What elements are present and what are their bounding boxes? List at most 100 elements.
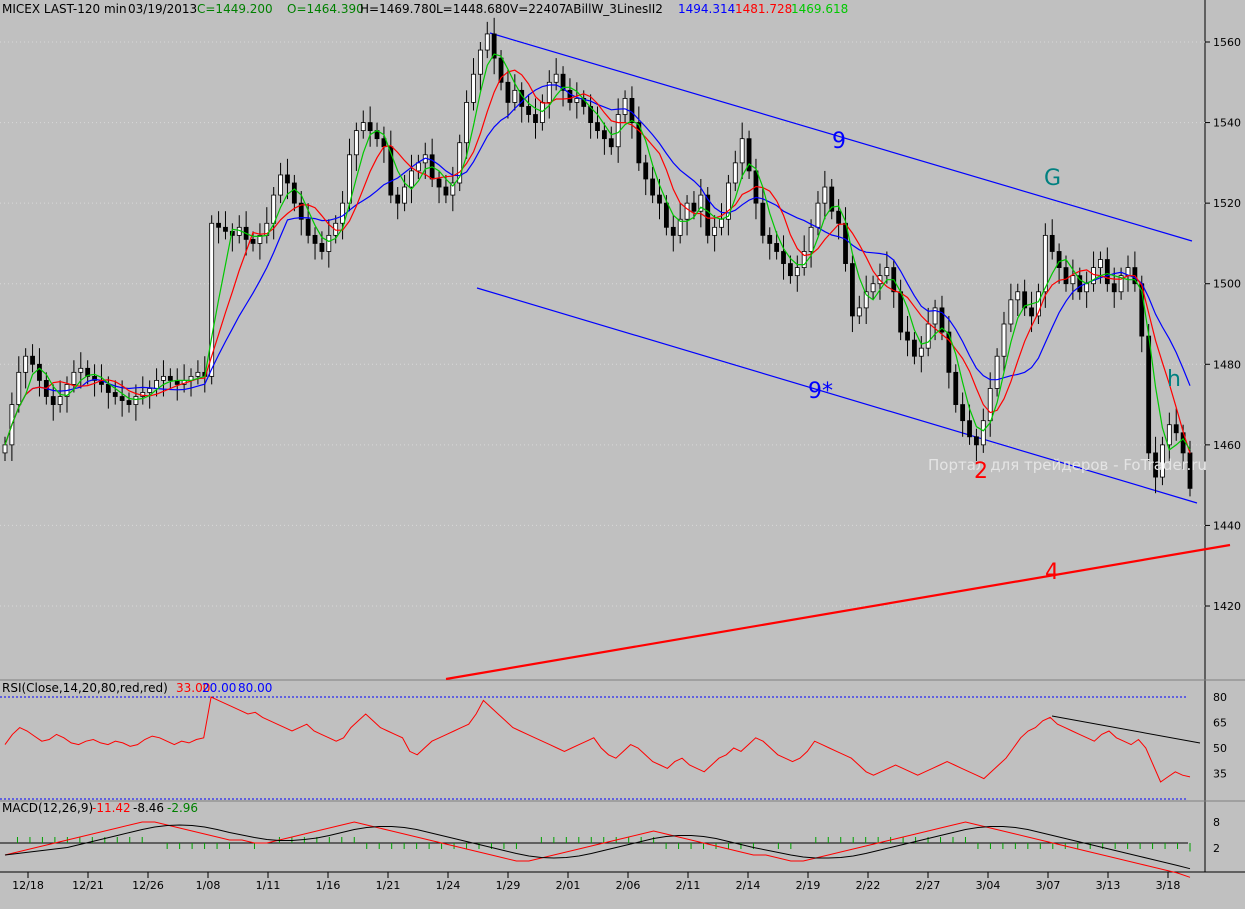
date-tick-labels: 12/18 12/21 12/26 1/08 1/11 1/16 1/21 1/24 1/29 2… <box>12 872 1180 892</box>
candle-body <box>898 291 904 333</box>
price-tick-labels: 1420 1440 1460 1480 1500 1520 1540 1560 <box>1205 36 1241 613</box>
date-tick-label: 1/08 <box>196 879 221 892</box>
candle-body <box>939 307 945 333</box>
candle-body <box>50 396 56 405</box>
macd-series <box>4 821 1191 878</box>
candle-body <box>601 130 607 140</box>
candle-body <box>705 194 711 236</box>
candle-body <box>291 182 297 204</box>
candle-body <box>305 218 311 236</box>
macd-line <box>4 821 1191 878</box>
candle-body <box>1036 291 1041 317</box>
candle-body <box>360 122 366 132</box>
header-symbol: MICEX LAST-120 min <box>2 2 127 16</box>
candle-body <box>340 202 345 224</box>
annotation-9-star: 9* <box>808 379 833 404</box>
candle-body <box>105 384 111 393</box>
moving-averages <box>4 53 1191 454</box>
candle-body <box>285 174 290 184</box>
candle-body <box>608 138 614 148</box>
watermark: Портал для трейдеров - FoTrader.ru <box>928 456 1207 474</box>
candle-body <box>974 436 979 446</box>
candle-body <box>126 400 132 405</box>
candle-body <box>1084 283 1090 293</box>
candle-body <box>588 106 594 123</box>
price-tick-label: 1500 <box>1213 278 1241 291</box>
candle-body <box>870 283 876 293</box>
rsi-trendline <box>1051 715 1201 744</box>
trendline-upper <box>489 32 1193 242</box>
price-tick-label: 1540 <box>1213 117 1241 130</box>
candle-body <box>436 178 442 188</box>
date-tick-label: 1/29 <box>496 879 521 892</box>
candle-body <box>491 33 497 59</box>
candle-body <box>16 371 22 405</box>
price-tick-label: 1560 <box>1213 36 1241 49</box>
candle-body <box>808 226 814 252</box>
candle-body <box>953 371 959 405</box>
candle-body <box>402 186 407 204</box>
candle-body <box>863 291 869 309</box>
candle-body <box>250 238 256 244</box>
candle-body <box>1077 275 1083 293</box>
candle-body <box>1098 259 1103 268</box>
candle-body <box>794 267 800 277</box>
date-tick-label: 12/18 <box>12 879 44 892</box>
candle-body <box>553 73 559 83</box>
rsi-label: RSI(Close,14,20,80,red,red) <box>2 681 168 695</box>
candle-body <box>457 142 463 184</box>
rsi-tick-label: 35 <box>1213 768 1227 781</box>
candle-body <box>1153 452 1158 478</box>
candle-body <box>533 114 538 123</box>
candle-body <box>471 73 476 103</box>
candle-body <box>1111 283 1117 293</box>
rsi-high: 80.00 <box>238 681 272 695</box>
candle-body <box>994 355 1000 389</box>
candle-body <box>154 379 159 389</box>
candles <box>2 17 1193 497</box>
candle-body <box>560 73 566 91</box>
rsi-value: 33.00 <box>176 681 210 695</box>
trendline-lower <box>476 287 1198 504</box>
candle-body <box>1104 259 1110 285</box>
header-low: L=1448.680 <box>436 2 510 16</box>
candle-body <box>925 323 931 349</box>
price-tick-label: 1440 <box>1213 519 1241 532</box>
candle-body <box>781 251 786 264</box>
candle-body <box>663 202 669 228</box>
candle-body <box>677 218 683 236</box>
candle-body <box>1015 291 1021 301</box>
date-tick-label: 2/27 <box>916 879 941 892</box>
macd-signal-line <box>4 824 1191 870</box>
candle-body <box>815 202 821 228</box>
candle-body <box>409 170 414 188</box>
candle-body <box>415 162 421 172</box>
candle-body <box>1118 275 1124 293</box>
ma-red-line <box>4 69 1191 454</box>
candle-body <box>629 98 635 123</box>
macd-label: MACD(12,26,9) <box>2 801 93 815</box>
candle-body <box>395 194 401 204</box>
macd-tick-label: 8 <box>1213 816 1220 829</box>
date-tick-label: 2/06 <box>616 879 641 892</box>
trendline-red <box>445 543 1231 681</box>
candle-body <box>498 57 504 83</box>
candle-body <box>918 347 924 357</box>
candle-body <box>2 444 8 454</box>
date-tick-label: 1/16 <box>316 879 341 892</box>
trend-lines <box>445 32 1231 681</box>
candle-body <box>1091 267 1096 285</box>
date-tick-label: 3/04 <box>976 879 1001 892</box>
candle-body <box>23 355 29 373</box>
macd-v3: -2.96 <box>167 801 198 815</box>
annotation-g: G <box>1044 166 1061 191</box>
candle-body <box>443 186 449 196</box>
price-tick-label: 1520 <box>1213 197 1241 210</box>
candle-body <box>133 396 139 405</box>
header-line3: 1469.618 <box>791 2 848 16</box>
header-high: H=1469.780 <box>360 2 436 16</box>
rsi-tick-label: 65 <box>1213 717 1227 730</box>
candle-body <box>319 243 325 252</box>
date-tick-label: 12/21 <box>72 879 104 892</box>
